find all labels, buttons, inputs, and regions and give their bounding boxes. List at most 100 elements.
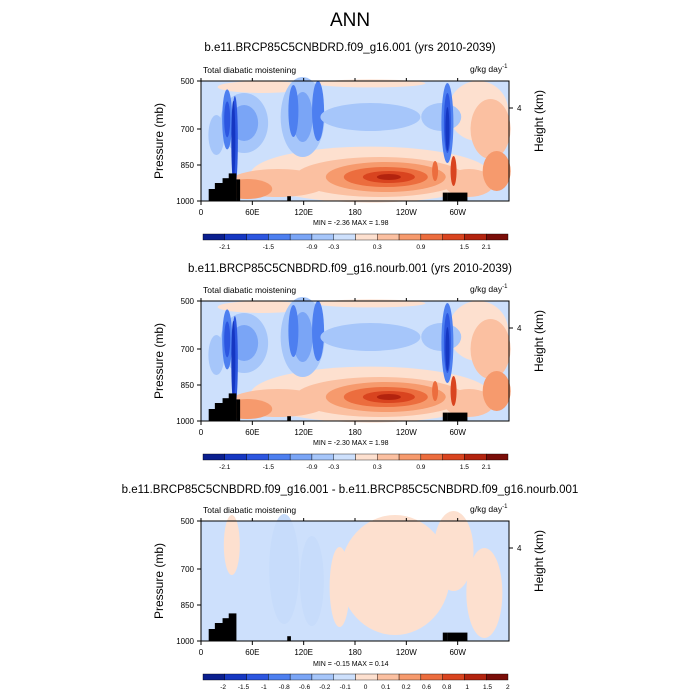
x-tick-label: 120W bbox=[396, 648, 417, 657]
colorbar-swatch bbox=[486, 453, 509, 461]
topography-mask bbox=[222, 398, 231, 421]
y-axis-label: Pressure (mb) bbox=[152, 323, 166, 399]
panel-3-left-label: Total diabatic moistening bbox=[203, 505, 297, 515]
colorbar-swatch bbox=[377, 233, 400, 241]
y-tick-label: 700 bbox=[181, 125, 195, 134]
colorbar-label: 2 bbox=[506, 684, 510, 691]
topography-mask bbox=[447, 192, 468, 201]
colorbar-label: -2 bbox=[220, 684, 226, 691]
colorbar-swatch bbox=[355, 233, 378, 241]
colorbar-swatch bbox=[442, 453, 465, 461]
right-axis-label: Height (km) bbox=[532, 90, 546, 152]
colorbar-label: -1 bbox=[261, 684, 267, 691]
x-tick-label: 60E bbox=[245, 208, 259, 217]
colorbar-label: 0 bbox=[364, 684, 368, 691]
x-tick-label: 0 bbox=[199, 648, 204, 657]
colorbar-label: -2.1 bbox=[219, 464, 231, 471]
colorbar-swatch bbox=[289, 453, 313, 461]
right-tick-label: 4 bbox=[517, 544, 522, 553]
colorbar-swatch bbox=[377, 673, 400, 681]
colorbar-label: -1.5 bbox=[263, 244, 275, 251]
topography-mask bbox=[222, 178, 231, 201]
panel-2-title: b.e11.BRCP85C5CNBDRD.f09_g16.nourb.001 (… bbox=[188, 263, 512, 275]
colorbar-swatch bbox=[377, 453, 400, 461]
topography-mask bbox=[442, 412, 448, 421]
colorbar-label: -0.3 bbox=[328, 244, 340, 251]
x-tick-label: 60E bbox=[245, 648, 259, 657]
x-tick-label: 180 bbox=[348, 208, 362, 217]
y-tick-label: 850 bbox=[181, 601, 195, 610]
topography-mask bbox=[287, 636, 291, 641]
heatmap-panel-2 bbox=[201, 297, 511, 423]
colorbar-swatch bbox=[420, 233, 443, 241]
colorbar-swatch bbox=[486, 233, 509, 241]
x-tick-label: 120W bbox=[396, 428, 417, 437]
topography-mask bbox=[236, 179, 241, 201]
panel-1-minmax: MIN = -2.36 MAX = 1.98 bbox=[313, 220, 389, 227]
colorbar-swatch bbox=[202, 233, 225, 241]
y-tick-label: 700 bbox=[181, 345, 195, 354]
colorbar-swatch bbox=[398, 233, 422, 241]
colorbar-swatch bbox=[268, 673, 291, 681]
topography-mask bbox=[442, 192, 448, 201]
y-tick-label: 500 bbox=[181, 77, 195, 86]
colorbar-swatch bbox=[464, 453, 487, 461]
plot-frame bbox=[200, 300, 510, 422]
y-tick-label: 700 bbox=[181, 565, 195, 574]
y-tick-label: 500 bbox=[181, 517, 195, 526]
panel-2-units: g/kg day-1 bbox=[470, 284, 508, 294]
plot-frame bbox=[200, 80, 510, 202]
colorbar-swatch bbox=[355, 453, 378, 461]
topography-mask bbox=[447, 412, 468, 421]
right-tick-label: 4 bbox=[517, 104, 522, 113]
colorbar-swatch bbox=[202, 453, 225, 461]
colorbar-swatch bbox=[224, 453, 247, 461]
x-tick-label: 120E bbox=[294, 208, 313, 217]
colorbar-label: 0.3 bbox=[373, 464, 382, 471]
colorbar-label: 0.2 bbox=[402, 684, 411, 691]
colorbar-label: 0.8 bbox=[442, 684, 451, 691]
colorbar-label: -1.5 bbox=[238, 684, 250, 691]
topography-mask bbox=[222, 618, 231, 641]
colorbar-swatch bbox=[202, 673, 225, 681]
colorbar-swatch bbox=[355, 673, 378, 681]
colorbar-swatch bbox=[420, 673, 443, 681]
colorbar-label: -2.1 bbox=[219, 244, 231, 251]
y-axis-label: Pressure (mb) bbox=[152, 103, 166, 179]
colorbar-swatch bbox=[246, 233, 269, 241]
colorbar-swatch bbox=[420, 453, 443, 461]
topography-mask bbox=[447, 632, 468, 641]
colorbar-swatch bbox=[224, 673, 247, 681]
colorbar-label: -0.8 bbox=[279, 684, 291, 691]
colorbar-swatch bbox=[246, 673, 269, 681]
topography-mask bbox=[287, 196, 291, 201]
colorbar-label: -0.6 bbox=[299, 684, 311, 691]
colorbar-swatch bbox=[311, 673, 334, 681]
y-tick-label: 850 bbox=[181, 381, 195, 390]
colorbar-swatch bbox=[398, 453, 422, 461]
panel-2-left-label: Total diabatic moistening bbox=[203, 285, 297, 295]
topography-mask bbox=[236, 399, 241, 421]
colorbar-swatch bbox=[289, 673, 313, 681]
colorbar-swatch bbox=[333, 453, 356, 461]
colorbar-label: 0.9 bbox=[416, 244, 425, 251]
colorbar-label: 2.1 bbox=[482, 244, 491, 251]
colorbar-swatch bbox=[246, 453, 269, 461]
right-axis-label: Height (km) bbox=[532, 310, 546, 372]
colorbar-swatch bbox=[333, 673, 356, 681]
colorbar-label: -0.9 bbox=[306, 464, 318, 471]
topography-mask bbox=[208, 189, 222, 201]
colorbar-label: -0.3 bbox=[328, 464, 340, 471]
panel-3-title: b.e11.BRCP85C5CNBDRD.f09_g16.001 - b.e11… bbox=[121, 484, 579, 496]
colorbar-swatch bbox=[464, 233, 487, 241]
colorbar-label: 0.3 bbox=[373, 244, 382, 251]
panel-1-title: b.e11.BRCP85C5CNBDRD.f09_g16.001 (yrs 20… bbox=[204, 42, 496, 54]
colorbar-swatch bbox=[333, 233, 356, 241]
topography-mask bbox=[208, 409, 222, 421]
y-tick-label: 1000 bbox=[176, 417, 194, 426]
topography-mask bbox=[214, 403, 225, 421]
x-tick-label: 120E bbox=[294, 648, 313, 657]
topography-mask bbox=[442, 632, 448, 641]
colorbar-swatch bbox=[311, 453, 334, 461]
